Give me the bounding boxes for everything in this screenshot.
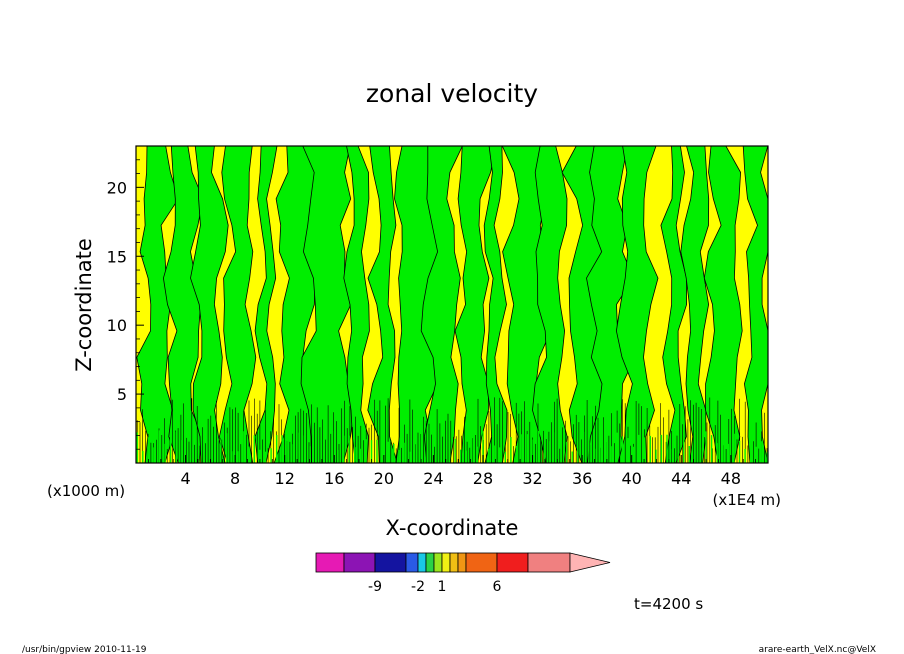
x-tick-label: 32 [522, 469, 542, 488]
y-tick-label: 20 [107, 178, 127, 197]
x-tick-label: 20 [374, 469, 394, 488]
y-axis-label: Z-coordinate [72, 238, 96, 372]
x-tick-label: 36 [572, 469, 592, 488]
colorbar-segment [465, 552, 498, 573]
x-tick-label: 48 [721, 469, 741, 488]
x-axis-label: X-coordinate [386, 516, 519, 540]
plot-frame [135, 145, 769, 464]
y-axis: 5 10 15 20 [107, 159, 144, 450]
plot-area [135, 145, 769, 464]
colorbar-segment [405, 552, 419, 573]
velocity-field [136, 145, 769, 464]
x-tick-label: 8 [230, 469, 240, 488]
x-tick-label: 44 [671, 469, 691, 488]
colorbar: -9 -2 1 6 [315, 552, 611, 595]
colorbar-segment [417, 552, 427, 573]
chart-title: zonal velocity [366, 79, 538, 108]
x-tick-label: 16 [324, 469, 344, 488]
colorbar-label: -9 [368, 579, 382, 595]
x-tick-label: 12 [275, 469, 295, 488]
footer-right: arare-earth_VelX.nc@VelX [759, 645, 876, 654]
y-unit-label: (x1000 m) [47, 482, 125, 500]
x-tick-label: 28 [473, 469, 493, 488]
colorbar-segment [441, 552, 451, 573]
time-label: t=4200 s [634, 595, 703, 613]
colorbar-label: -2 [411, 579, 425, 595]
colorbar-end-arrow [569, 552, 611, 573]
colorbar-label: 1 [438, 579, 447, 595]
colorbar-segment [457, 552, 467, 573]
colorbar-segment [315, 552, 345, 573]
y-tick-label: 10 [107, 316, 127, 335]
colorbar-label: 6 [493, 579, 502, 595]
y-tick-label: 5 [117, 385, 127, 404]
colorbar-segment [496, 552, 529, 573]
x-axis: 4 8 12 16 20 24 28 32 36 40 44 48 [147, 455, 757, 488]
x-tick-label: 24 [423, 469, 443, 488]
x-tick-label: 4 [180, 469, 190, 488]
x-tick-label: 40 [622, 469, 642, 488]
colorbar-segment [425, 552, 435, 573]
colorbar-segment [343, 552, 376, 573]
colorbar-segment [449, 552, 459, 573]
near-surface-negative [136, 430, 769, 463]
colorbar-segment [433, 552, 443, 573]
footer-left: /usr/bin/gpview 2010-11-19 [22, 645, 147, 654]
y-tick-label: 15 [107, 247, 127, 266]
colorbar-segment [374, 552, 407, 573]
colorbar-segment [527, 552, 571, 573]
x-unit-label: (x1E4 m) [712, 491, 781, 509]
